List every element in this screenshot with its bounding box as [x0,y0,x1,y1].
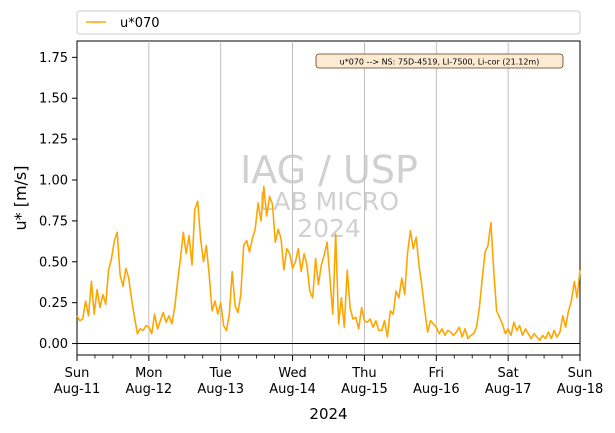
x-tick-label-date: Aug-12 [126,382,173,397]
legend-label: u*070 [120,16,160,31]
x-tick-label-day: Tue [209,366,232,381]
series-line-u070 [76,185,581,342]
y-tick-label: 0.25 [39,296,68,311]
y-axis: 0.00 0.25 0.50 0.75 1.00 1.25 1.50 1.75 [39,51,77,352]
watermark-line-2: LAB MICRO [259,187,399,216]
x-tick-label-day: Sat [497,366,518,381]
x-tick-label-date: Aug-15 [341,382,388,397]
x-axis-label: 2024 [309,405,347,423]
x-tick-label-day: Wed [278,366,306,381]
y-tick-label: 1.25 [39,133,68,148]
watermark-line-3: 2024 [297,214,361,243]
y-axis-label: u* [m/s] [11,165,30,230]
annotation: u*070 --> NS: 75D-4519, LI-7500, Li-cor … [315,53,564,69]
y-tick-label: 1.50 [39,92,68,107]
x-tick-label-date: Aug-16 [413,382,460,397]
x-tick-label-day: Sun [568,366,593,381]
x-tick-label-date: Aug-11 [54,382,101,397]
watermark: IAG / USP LAB MICRO 2024 [240,148,418,243]
x-tick-label-day: Fri [429,366,445,381]
y-tick-label: 0.50 [39,255,68,270]
x-tick-label-day: Sun [65,366,90,381]
x-axis: SunAug-11MonAug-12TueAug-13WedAug-14ThuA… [54,355,604,397]
legend-frame [76,10,581,35]
x-tick-label-date: Aug-14 [269,382,316,397]
x-tick-label-day: Thu [351,366,376,381]
x-tick-label-date: Aug-13 [197,382,244,397]
y-tick-label: 1.00 [39,174,68,189]
x-tick-label-day: Mon [135,366,162,381]
x-tick-label-date: Aug-18 [557,382,604,397]
annotation-text: u*070 --> NS: 75D-4519, LI-7500, Li-cor … [340,58,540,67]
x-tick-label-date: Aug-17 [485,382,532,397]
y-tick-label: 1.75 [39,51,68,66]
legend: u*070 [76,10,581,35]
watermark-line-1: IAG / USP [240,148,418,192]
plot-area [76,40,581,356]
annotation-box [315,53,564,69]
y-tick-label: 0.00 [39,337,68,352]
y-tick-label: 0.75 [39,214,68,229]
